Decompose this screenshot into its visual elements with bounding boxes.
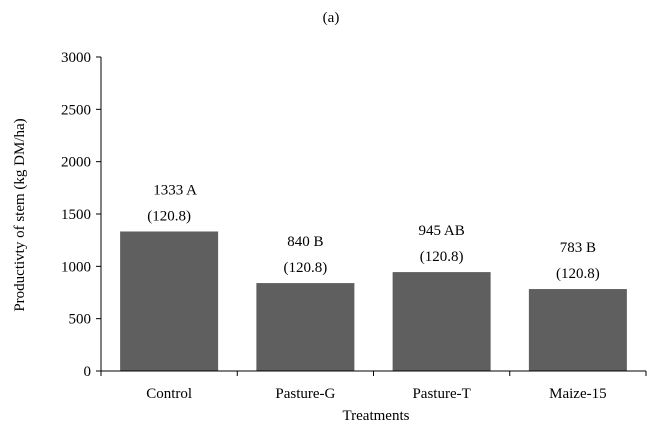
standard-error-label: (120.8) <box>556 266 600 282</box>
bar <box>120 231 219 371</box>
standard-error-label: (120.8) <box>284 260 328 276</box>
bar <box>392 272 491 371</box>
value-label: 840 B <box>287 234 323 250</box>
x-tick-label: Maize-15 <box>549 386 606 402</box>
standard-error-label: (120.8) <box>420 249 464 265</box>
y-tick-label: 1500 <box>61 207 91 223</box>
chart-title: (a) <box>323 10 340 26</box>
bar-annotations: 1333 A (120.8) 840 B (120.8) 945 AB (120.8) 78… <box>147 182 600 282</box>
y-tick-label: 1000 <box>61 259 91 275</box>
y-tick-label: 500 <box>69 312 92 328</box>
x-axis: Control Pasture-G Pasture-T Maize-15 <box>100 371 647 402</box>
bar <box>528 289 627 371</box>
value-label: 945 AB <box>418 223 464 239</box>
y-axis-label: Productivty of stem (kg DM/ha) <box>12 118 28 311</box>
y-axis: 0 500 1000 1500 2000 2500 3000 <box>61 50 101 380</box>
x-tick-label: Control <box>146 386 192 402</box>
y-tick-label: 0 <box>84 364 92 380</box>
y-tick-label: 2500 <box>61 102 91 118</box>
x-axis-label: Treatments <box>343 408 410 424</box>
value-label: 1333 A <box>153 182 197 198</box>
bar <box>256 283 355 371</box>
value-label: 783 B <box>560 240 596 256</box>
x-tick-label: Pasture-G <box>275 386 335 402</box>
y-tick-label: 3000 <box>61 50 91 66</box>
y-tick-label: 2000 <box>61 155 91 171</box>
x-tick-label: Pasture-T <box>412 386 470 402</box>
standard-error-label: (120.8) <box>147 208 191 224</box>
bars <box>120 231 627 371</box>
